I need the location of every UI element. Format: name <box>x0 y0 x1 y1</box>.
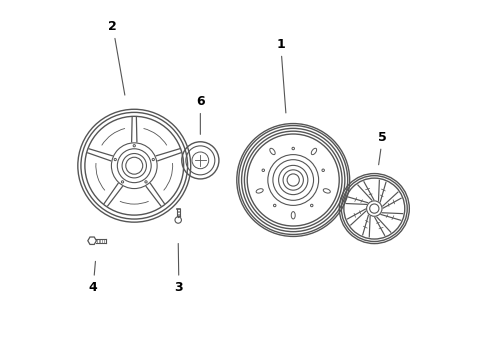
Text: 1: 1 <box>276 38 286 113</box>
Text: 4: 4 <box>89 261 98 294</box>
Text: 5: 5 <box>378 131 387 165</box>
Text: 3: 3 <box>174 243 183 294</box>
Text: 2: 2 <box>108 20 125 95</box>
Text: 6: 6 <box>196 95 205 134</box>
